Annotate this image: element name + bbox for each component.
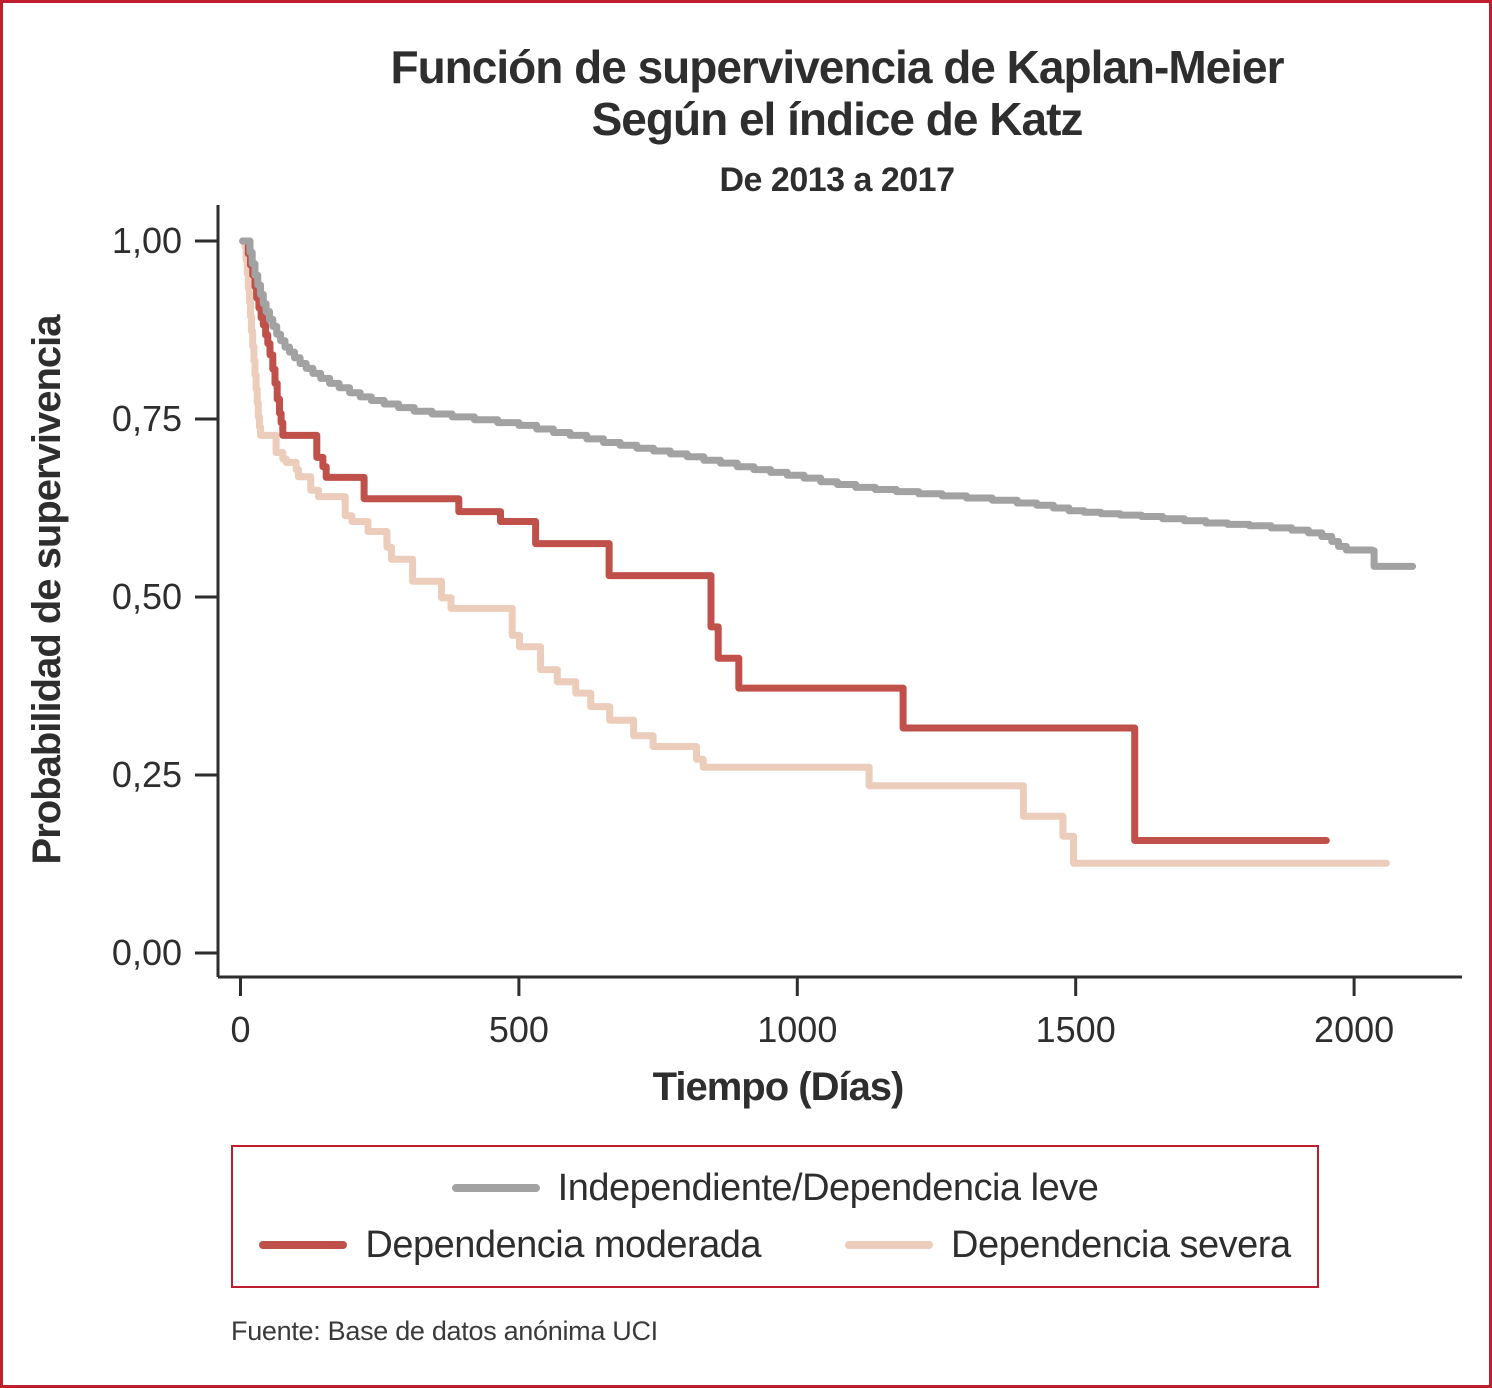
legend-item-independiente-leve: Independiente/Dependencia leve	[451, 1166, 1099, 1210]
legend-swatch-dependencia-moderada	[259, 1241, 348, 1249]
legend-item-dependencia-moderada: Dependencia moderada	[259, 1223, 762, 1267]
chart-title-line2: Según el índice de Katz	[591, 92, 1084, 145]
legend-swatch-independiente-leve	[451, 1184, 540, 1192]
legend-label-dependencia-severa: Dependencia severa	[951, 1223, 1291, 1266]
x-tick-label: 2000	[1314, 1009, 1394, 1050]
legend-box: Independiente/Dependencia leve Dependenc…	[231, 1145, 1319, 1288]
curve-dependencia-severa	[239, 237, 1390, 867]
x-tick-label: 0	[230, 1009, 250, 1050]
y-tick-label: 0,50	[112, 576, 182, 617]
curve-independiente-dependencia-leve	[239, 237, 1417, 570]
curve-dependencia-moderada	[239, 237, 1330, 844]
chart-title-line1: Función de supervivencia de Kaplan-Meier	[390, 41, 1284, 93]
legend-label-independiente-leve: Independiente/Dependencia leve	[557, 1166, 1099, 1209]
y-tick-label: 0,25	[112, 754, 182, 795]
legend-swatch-dependencia-severa	[845, 1241, 934, 1249]
legend-row-2: Dependencia moderada Dependencia severa	[259, 1223, 1291, 1267]
y-tick-label: 0,00	[112, 932, 182, 973]
x-tick-label: 1500	[1036, 1009, 1116, 1050]
x-tick-label: 1000	[757, 1009, 837, 1050]
x-tick-label: 500	[489, 1009, 549, 1050]
chart-title: Función de supervivencia de Kaplan-Meier…	[210, 41, 1464, 145]
legend-row-1: Independiente/Dependencia leve	[451, 1166, 1099, 1210]
source-note: Fuente: Base de datos anónima UCI	[231, 1316, 658, 1346]
y-tick-label: 0,75	[112, 398, 182, 439]
chart-subtitle: De 2013 a 2017	[719, 161, 955, 200]
y-tick-label: 1,00	[112, 220, 182, 261]
x-axis-title: Tiempo (Días)	[653, 1065, 904, 1109]
y-axis-title: Probabilidad de supervivencia	[25, 314, 69, 865]
chart-title-block: Función de supervivencia de Kaplan-Meier…	[210, 41, 1464, 200]
legend-item-dependencia-severa: Dependencia severa	[845, 1224, 1291, 1267]
legend-label-dependencia-moderada: Dependencia moderada	[365, 1223, 762, 1266]
